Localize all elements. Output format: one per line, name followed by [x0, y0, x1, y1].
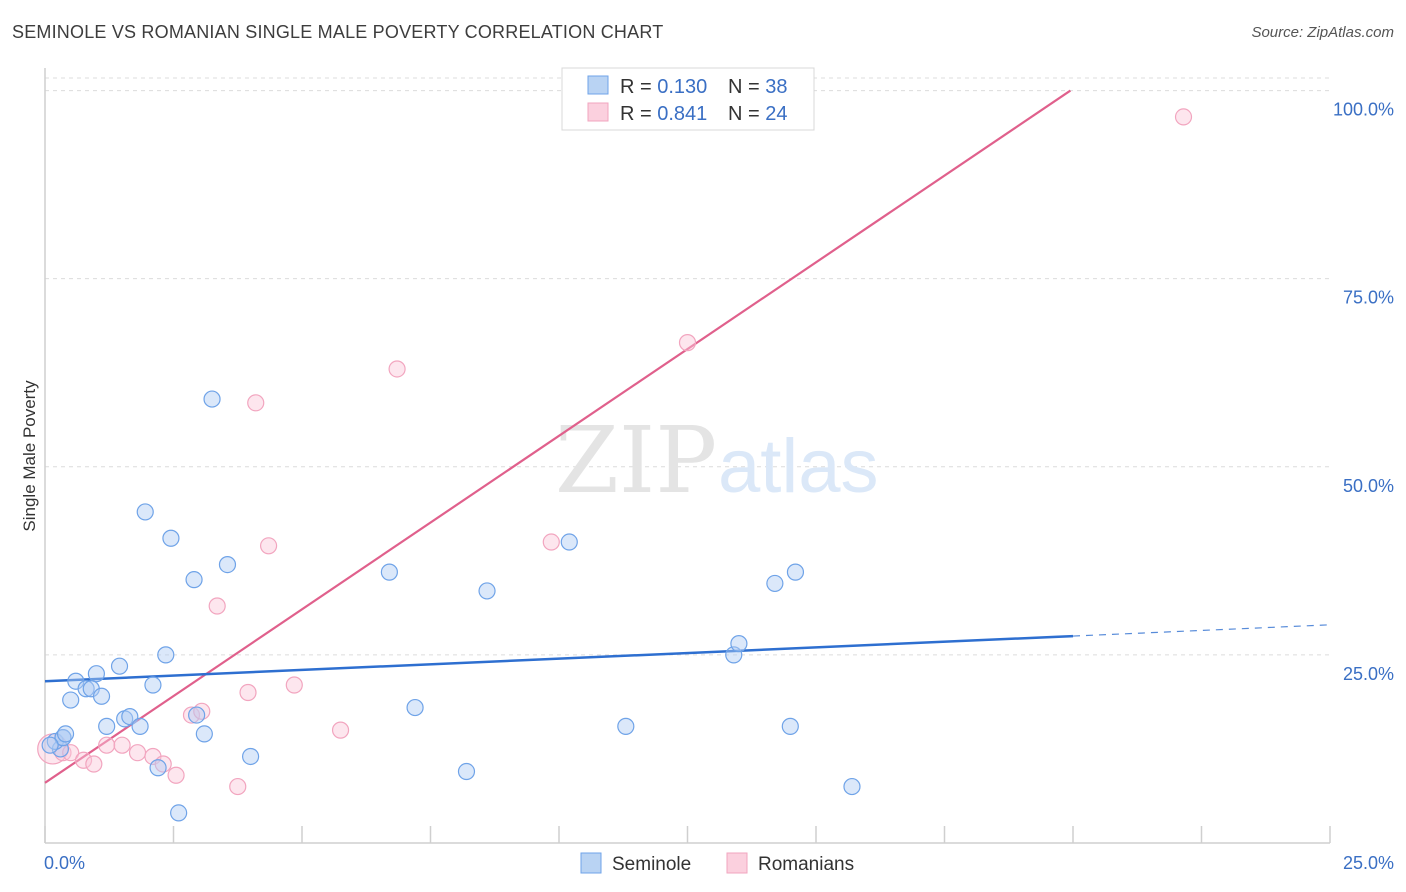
point-seminole-23	[185, 571, 203, 589]
point-seminole-10	[87, 665, 106, 683]
trend-line-seminole	[44, 634, 1074, 683]
legend-r-label-2: R = 0.841	[620, 103, 707, 125]
point-romanians-15	[239, 683, 257, 702]
point-seminole-8	[77, 680, 95, 698]
point-romanians-7	[128, 744, 147, 762]
point-romanians-23	[1174, 108, 1193, 126]
y-tick-label-0: 25.0%	[1343, 664, 1394, 684]
source-credit: Source: ZipAtlas.com	[1251, 24, 1394, 41]
point-seminole-18	[144, 676, 162, 694]
point-seminole-30	[406, 698, 424, 717]
point-romanians-13	[208, 597, 226, 615]
legend-swatch-romanians	[587, 102, 609, 122]
point-romanians-2	[62, 744, 80, 762]
point-seminole-20	[157, 646, 175, 664]
point-seminole-31	[457, 762, 476, 781]
point-romanians-3	[74, 751, 93, 769]
y-tick-label-2: 75.0%	[1343, 288, 1394, 308]
point-seminole-25	[195, 725, 213, 743]
point-seminole-37	[766, 574, 784, 593]
point-romanians-14	[229, 777, 247, 796]
point-seminole-27	[218, 556, 237, 574]
legend-n-label-2: N = 24	[728, 103, 788, 125]
x-tick-label-max: 25.0%	[1343, 853, 1394, 873]
point-romanians-19	[331, 721, 350, 739]
bottom-legend: Seminole Romanians	[580, 852, 854, 875]
point-romanians-6	[113, 736, 131, 754]
point-seminole-28	[242, 747, 260, 766]
point-seminole-33	[560, 533, 578, 551]
point-seminole-38	[781, 717, 799, 735]
legend-swatch-seminole	[587, 75, 609, 95]
point-romanians-18	[285, 676, 303, 694]
point-seminole-11	[92, 687, 111, 705]
gridlines	[45, 77, 1330, 656]
point-seminole-40	[843, 777, 861, 796]
point-seminole-19	[149, 759, 167, 777]
y-tick-labels: 25.0% 50.0% 75.0% 100.0%	[1333, 100, 1394, 684]
y-axis-title: Single Male Poverty	[20, 380, 39, 532]
point-seminole-6	[62, 691, 80, 709]
point-seminole-35	[725, 646, 743, 664]
point-seminole-24	[188, 706, 206, 724]
point-seminole-22	[170, 804, 188, 822]
trend-line-romanians	[44, 89, 1072, 784]
point-seminole-32	[478, 582, 496, 600]
legend-box: R = 0.130 N = 38 R = 0.841 N = 24	[561, 67, 815, 131]
point-seminole-26	[203, 390, 221, 408]
point-seminole-21	[162, 529, 180, 547]
point-seminole-17	[136, 503, 154, 521]
point-romanians-20	[388, 360, 406, 378]
x-tick-label-min: 0.0%	[44, 853, 85, 873]
point-romanians-22	[678, 334, 697, 352]
point-romanians-11	[182, 706, 201, 724]
bottom-legend-label-romanians: Romanians	[758, 854, 854, 875]
trend-line-seminole-extension	[1072, 624, 1331, 637]
point-romanians-5	[98, 736, 116, 754]
point-seminole-12	[98, 717, 116, 735]
chart-title: SEMINOLE VS ROMANIAN SINGLE MALE POVERTY…	[12, 22, 664, 42]
bottom-legend-swatch-seminole	[580, 852, 602, 874]
point-romanians-4	[85, 755, 103, 773]
y-tick-label-3: 100.0%	[1333, 100, 1394, 120]
legend-n-label-1: N = 38	[728, 76, 788, 98]
point-romanians-16	[247, 394, 265, 412]
point-seminole-13	[110, 657, 129, 675]
point-romanians-17	[259, 537, 278, 555]
point-seminole-16	[131, 717, 149, 735]
point-seminole-29	[380, 563, 398, 581]
bottom-legend-swatch-romanians	[726, 852, 748, 874]
watermark-atlas: atlas	[718, 424, 879, 509]
point-seminole-39	[786, 563, 805, 581]
data-points	[37, 108, 1193, 822]
x-ticks	[44, 826, 1331, 843]
point-seminole-34	[617, 717, 635, 735]
watermark-zip: ZIP	[555, 407, 717, 514]
point-romanians-21	[542, 533, 560, 551]
bottom-legend-label-seminole: Seminole	[612, 854, 691, 875]
point-seminole-5	[41, 736, 59, 754]
point-romanians-10	[167, 766, 185, 784]
point-seminole-36	[730, 635, 748, 653]
point-seminole-4	[56, 725, 75, 743]
legend-r-label-1: R = 0.130	[620, 76, 707, 98]
y-tick-label-1: 50.0%	[1343, 476, 1394, 496]
trend-lines	[44, 89, 1331, 784]
